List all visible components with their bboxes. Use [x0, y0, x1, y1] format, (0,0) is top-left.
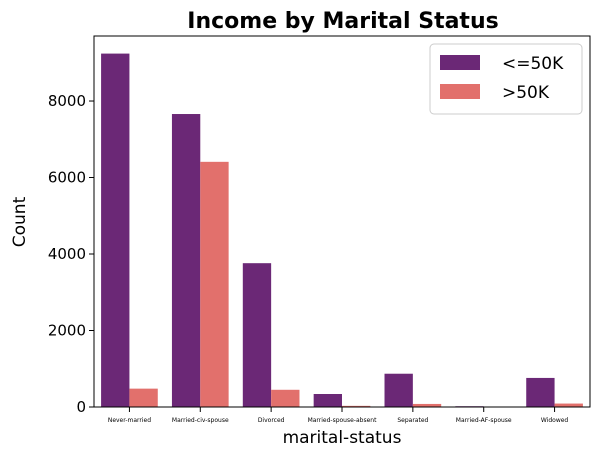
y-tick-label: 6000: [48, 169, 86, 187]
legend: <=50K >50K: [429, 43, 583, 115]
y-tick-label: 2000: [48, 322, 86, 340]
x-tick-label: Married-AF-spouse: [456, 417, 512, 424]
legend-label-le50k: <=50K: [502, 54, 564, 74]
bar-le50k-divorced: [242, 263, 272, 407]
x-tick-label: Never-married: [108, 417, 151, 424]
y-tick-label: 4000: [48, 245, 86, 263]
x-tick-label: Married-civ-spouse: [172, 417, 229, 424]
bar-le50k-married-civ-spouse: [171, 114, 201, 408]
chart-title: Income by Marital Status: [187, 9, 498, 34]
bar-gt50k-widowed: [554, 403, 583, 407]
bar-gt50k-married-civ-spouse: [200, 161, 229, 407]
bar-le50k-widowed: [526, 377, 555, 407]
x-tick-label: Married-spouse-absent: [308, 417, 378, 424]
y-tick-label: 0: [76, 398, 86, 416]
x-tick-label: Divorced: [258, 417, 285, 424]
bar-gt50k-divorced: [271, 389, 300, 407]
bar-le50k-married-spouse-absent: [313, 394, 342, 407]
bar-le50k-separated: [384, 373, 413, 407]
bar-le50k-never-married: [101, 53, 130, 408]
bar-gt50k-married-spouse-absent: [342, 405, 371, 407]
bar-gt50k-separated: [412, 403, 442, 407]
x-tick-label: Widowed: [541, 417, 569, 424]
legend-swatch-gt50k: [440, 84, 480, 99]
x-axis-ticks: Never-married Married-civ-spouse Divorced M…: [108, 407, 569, 424]
y-tick-label: 8000: [48, 92, 86, 110]
y-axis-ticks: 0 2000 4000 6000 8000: [48, 92, 94, 416]
plot-area: [101, 53, 583, 408]
x-tick-label: Separated: [397, 417, 428, 424]
y-axis-label: Count: [10, 196, 30, 247]
legend-swatch-le50k: [440, 55, 480, 70]
x-axis-label: marital-status: [283, 428, 402, 448]
bar-gt50k-never-married: [129, 388, 158, 407]
legend-label-gt50k: >50K: [502, 83, 550, 103]
